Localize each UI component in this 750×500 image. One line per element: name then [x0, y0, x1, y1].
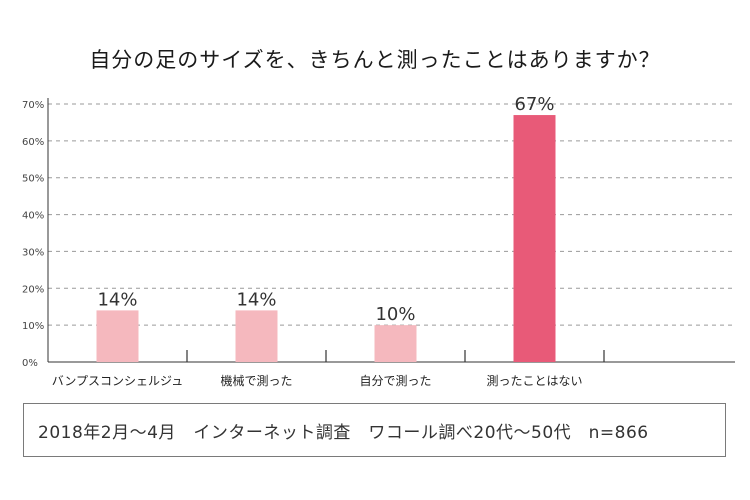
x-category-label: 自分で測った	[359, 374, 431, 388]
survey-note: 2018年2月〜4月 インターネット調査 ワコール調べ20代〜50代 n=866	[23, 403, 726, 457]
bar	[374, 325, 417, 362]
bar-value-label: 10%	[375, 304, 415, 325]
bar-value-label: 67%	[514, 94, 554, 115]
y-tick-label: 20%	[22, 284, 44, 295]
chart-title: 自分の足のサイズを、きちんと測ったことはありますか？	[89, 48, 661, 72]
bar-chart: 0% 10% 20% 30% 40% 50% 60% 70% 14% バンプスコンシェルジュ 14%…	[22, 94, 735, 388]
y-tick-label: 40%	[22, 211, 44, 222]
y-tick-label: 10%	[22, 321, 44, 332]
bar-value-label: 14%	[97, 289, 137, 310]
y-tick-label: 60%	[22, 137, 44, 148]
y-tick-label: 50%	[22, 174, 44, 185]
x-category-label: 測ったことはない	[486, 374, 582, 388]
bar	[513, 115, 556, 362]
bar	[96, 310, 139, 362]
x-category-label: 機械で測った	[220, 373, 292, 388]
bar	[235, 310, 278, 362]
x-category-label: バンプスコンシェルジュ	[52, 374, 183, 388]
y-tick-label: 30%	[22, 247, 44, 258]
bar-value-label: 14%	[236, 289, 276, 310]
y-tick-label: 70%	[22, 100, 44, 111]
y-tick-label: 0%	[22, 358, 38, 369]
